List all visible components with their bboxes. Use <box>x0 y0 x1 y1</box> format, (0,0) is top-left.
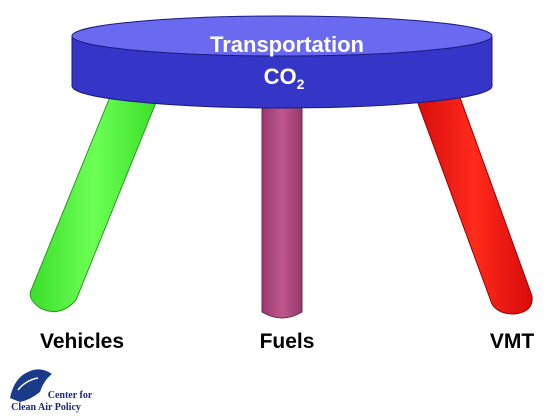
formula-sub: 2 <box>297 76 305 92</box>
seat-title: Transportation <box>210 32 364 57</box>
leg-label: Fuels <box>260 330 315 353</box>
logo: Center for Clean Air Policy <box>10 369 93 413</box>
stool-diagram: Transportation CO2 Vehicles Fuels VMT Ce… <box>0 0 547 419</box>
leg-fuels <box>262 100 302 318</box>
leg-label: Vehicles <box>40 330 124 353</box>
logo-line: Clean Air Policy <box>11 402 81 413</box>
seat: Transportation CO2 <box>72 16 492 108</box>
logo-line: Center for <box>48 390 93 401</box>
formula-main: CO <box>264 64 297 89</box>
leg-vehicles <box>30 92 157 312</box>
leg-vmt <box>416 92 532 314</box>
leg-label: VMT <box>490 330 535 353</box>
